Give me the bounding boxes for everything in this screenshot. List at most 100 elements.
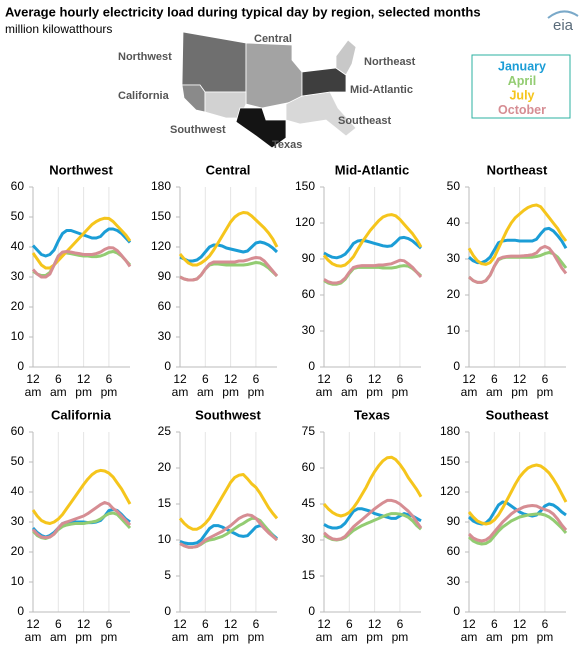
x-tick-label: am: [341, 385, 358, 399]
x-tick-label: am: [486, 630, 503, 644]
x-tick-label: pm: [392, 630, 409, 644]
y-tick-label: 30: [447, 251, 461, 265]
region: [245, 42, 303, 109]
x-tick-label: 12: [224, 617, 238, 631]
y-tick-label: 15: [302, 568, 316, 582]
x-tick-label: 6: [253, 617, 260, 631]
series-line: [178, 473, 279, 531]
series-line: [322, 455, 423, 518]
x-tick-label: 6: [542, 372, 549, 386]
x-tick-label: 6: [202, 617, 209, 631]
y-tick-label: 0: [164, 604, 171, 618]
series-line: [323, 235, 422, 260]
x-tick-label: pm: [75, 385, 92, 399]
x-tick-label: pm: [222, 385, 239, 399]
y-tick-label: 30: [158, 329, 172, 343]
y-tick-label: 120: [151, 239, 171, 253]
x-tick-label: am: [25, 630, 42, 644]
series-line: [179, 256, 279, 282]
map: [181, 31, 357, 149]
x-tick-label: 12: [513, 617, 527, 631]
legend-entry: July: [509, 88, 534, 102]
y-tick-label: 20: [11, 299, 25, 313]
y-tick-label: 60: [302, 287, 316, 301]
x-tick-label: pm: [101, 385, 118, 399]
panel-title: Mid-Atlantic: [335, 162, 409, 177]
x-tick-label: pm: [366, 630, 383, 644]
x-tick-label: 6: [397, 372, 404, 386]
x-tick-label: 6: [346, 617, 353, 631]
x-tick-label: am: [172, 630, 189, 644]
y-tick-label: 20: [158, 460, 172, 474]
x-tick-label: am: [316, 385, 333, 399]
y-tick-label: 30: [302, 532, 316, 546]
y-tick-label: 180: [440, 424, 460, 438]
region: [335, 39, 357, 76]
y-tick-label: 60: [11, 424, 25, 438]
x-tick-label: pm: [101, 630, 118, 644]
x-tick-label: 12: [26, 617, 40, 631]
panel-title: Texas: [354, 407, 390, 422]
legend-box: [471, 54, 571, 119]
x-tick-label: 6: [491, 372, 498, 386]
x-tick-label: 12: [513, 372, 527, 386]
y-tick-label: 45: [302, 496, 316, 510]
series-line: [323, 258, 423, 285]
y-tick-label: 10: [11, 574, 25, 588]
logo-text: eia: [553, 17, 574, 34]
y-tick-label: 50: [447, 179, 461, 193]
map-label: Central: [254, 33, 292, 45]
x-tick-label: 6: [55, 372, 62, 386]
x-tick-label: 6: [202, 372, 209, 386]
series-line: [31, 501, 132, 540]
x-tick-label: am: [461, 630, 478, 644]
x-tick-label: am: [50, 630, 67, 644]
y-tick-label: 180: [151, 179, 171, 193]
x-tick-label: 6: [106, 617, 113, 631]
y-tick-label: 0: [308, 359, 315, 373]
y-tick-label: 30: [302, 323, 316, 337]
y-tick-label: 10: [11, 329, 25, 343]
series-line: [31, 216, 132, 270]
y-tick-label: 75: [302, 424, 316, 438]
y-tick-label: 90: [302, 251, 316, 265]
series-line: [31, 468, 132, 525]
y-tick-label: 20: [447, 287, 461, 301]
x-tick-label: 12: [317, 617, 331, 631]
x-tick-label: 12: [26, 372, 40, 386]
y-tick-label: 0: [453, 359, 460, 373]
x-tick-label: pm: [511, 385, 528, 399]
x-tick-label: pm: [392, 385, 409, 399]
map-label: Mid-Atlantic: [350, 84, 413, 96]
x-tick-label: am: [197, 385, 214, 399]
x-tick-label: 6: [106, 372, 113, 386]
series-line: [467, 203, 568, 266]
x-tick-label: am: [486, 385, 503, 399]
panel-title: Southeast: [486, 407, 550, 422]
panel-title: Southwest: [195, 407, 261, 422]
x-tick-label: am: [341, 630, 358, 644]
x-tick-label: 12: [317, 372, 331, 386]
panel-title: Central: [206, 162, 251, 177]
x-tick-label: pm: [511, 630, 528, 644]
y-tick-label: 0: [17, 604, 24, 618]
x-tick-label: pm: [537, 385, 554, 399]
x-tick-label: pm: [75, 630, 92, 644]
y-tick-label: 120: [440, 484, 460, 498]
y-tick-label: 0: [17, 359, 24, 373]
x-tick-label: pm: [222, 630, 239, 644]
x-tick-label: pm: [366, 385, 383, 399]
x-tick-label: 12: [77, 372, 91, 386]
x-tick-label: 6: [542, 617, 549, 631]
series-line: [467, 463, 568, 526]
panel-title: Northeast: [487, 162, 548, 177]
title: Average hourly electricity load during t…: [5, 4, 481, 19]
y-tick-label: 150: [295, 179, 315, 193]
y-tick-label: 50: [11, 209, 25, 223]
y-tick-label: 150: [151, 209, 171, 223]
y-tick-label: 40: [11, 239, 25, 253]
logo-arc: [547, 10, 579, 19]
y-tick-label: 20: [11, 544, 25, 558]
region: [181, 84, 206, 113]
